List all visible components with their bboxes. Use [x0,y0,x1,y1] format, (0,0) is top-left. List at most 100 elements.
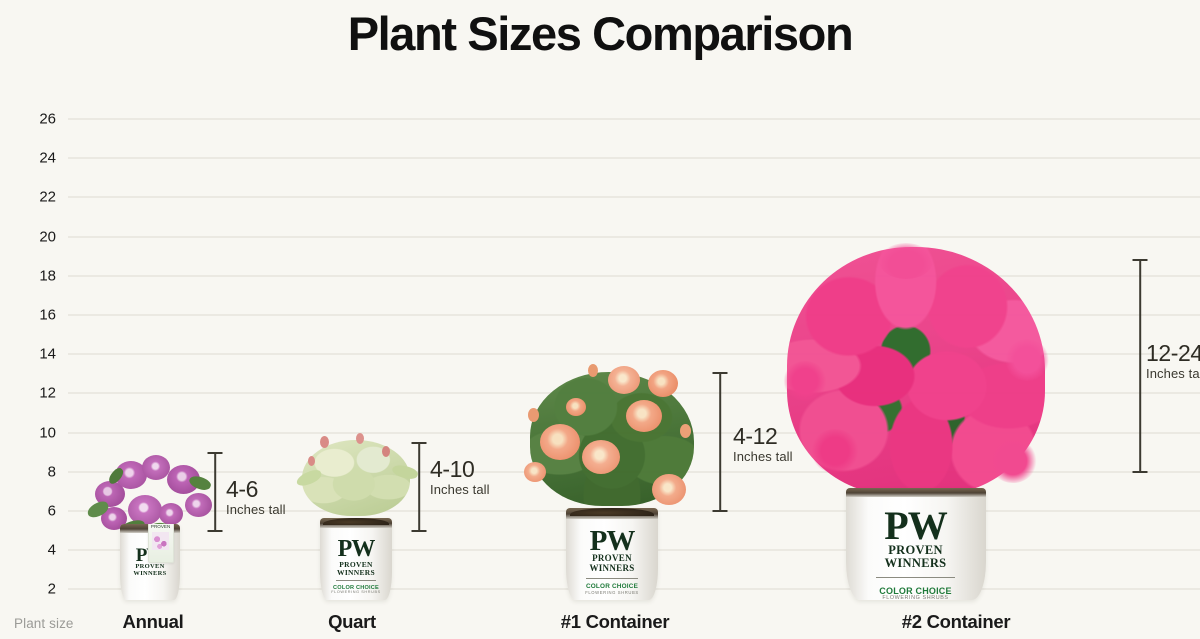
pot-color-choice-logo: COLOR CHOICE FLOWERING SHRUBS [585,583,639,595]
measure-bar-annual [207,452,223,532]
flower-bloom [626,400,662,432]
pot-brand-name-line2: WINNERS [589,562,635,573]
pot-brand-monogram: PW [589,525,636,558]
measure-cap-top [712,372,728,374]
y-axis-tick-label: 14 [39,345,56,363]
gridline [68,118,1200,120]
plant-quart: PW PROVEN WINNERS COLOR CHOICE FLOWERING… [294,432,420,600]
page-title: Plant Sizes Comparison [347,7,854,60]
pot-brand-name: PROVEN WINNERS [885,544,947,570]
flower-bud [680,424,691,438]
flower-bloom [582,440,620,474]
flower-bloom [652,474,686,505]
pot-brand-name-line1: PROVEN [339,559,373,569]
x-axis-tick-label: #2 Container [901,611,1011,632]
measure-range: 4-12 [733,423,778,449]
measure-range: 4-6 [226,476,259,502]
gridline [68,196,1200,199]
flower-cluster [879,243,933,279]
pot-cc-line1: COLOR CHOICE [333,584,379,591]
plant-pot: PW PROVEN WINNERS COLOR CHOICE FLOWERING… [320,518,392,600]
pot-brand-name: PROVEN WINNERS [133,562,167,578]
measure-range: 4-10 [430,456,475,482]
measure-label-quart: 4-10 Inches tall [430,457,490,499]
plant-pot: PW PROVEN WINNERS PW PROVEN [120,524,180,600]
pot-soil [569,508,655,517]
y-axis-tick-label: 12 [39,384,56,402]
measure-stem [418,442,420,532]
gridline [68,235,1200,238]
plant-pot: PW PROVEN WINNERS COLOR CHOICE FLOWERING… [566,508,658,600]
x-axis-tick-label: Annual [122,611,184,632]
flower-bud [528,408,539,422]
y-axis-tick-label: 6 [47,502,56,520]
measure-cap-top [1132,259,1148,261]
pot-cc-line2: FLOWERING SHRUBS [331,590,381,595]
y-axis-tick-label: 10 [39,424,56,442]
measure-range: 12-24 [1146,340,1200,366]
flower-bloom [540,424,580,460]
measure-cap-bottom [1132,471,1148,473]
measure-bar-quart [411,442,427,532]
pot-cc-line1: COLOR CHOICE [879,585,952,596]
flower-cluster [989,439,1037,483]
pot-brand-name: PROVEN WINNERS [589,553,635,573]
measure-cap-bottom [712,510,728,512]
measure-unit: Inches tall [226,502,286,518]
flower-bloom [608,366,640,394]
pot-brand-monogram: PW [884,503,947,549]
measure-unit: Inches tall [733,449,793,465]
pot-brand-name-line2: WINNERS [133,569,167,577]
measure-cap-bottom [207,530,223,532]
plant-container-2: PW PROVEN WINNERS COLOR CHOICE FLOWERING… [783,243,1049,600]
gridline [68,274,1200,277]
pot-color-choice-logo: COLOR CHOICE FLOWERING SHRUBS [331,584,381,595]
flower-bud [382,446,390,457]
pot-cc-line2: FLOWERING SHRUBS [585,589,639,595]
foliage-mass [302,440,410,516]
pot-rim [845,488,986,497]
y-axis-tick-label: 26 [39,110,56,128]
measure-bar-container-2 [1132,259,1148,473]
pot-brand-name-line1: PROVEN [135,562,165,570]
x-axis-title: Plant size [14,616,74,631]
measure-label-annual: 4-6 Inches tall [226,477,286,519]
measure-bar-container-1 [712,372,728,512]
plant-container-1: PW PROVEN WINNERS COLOR CHOICE FLOWERING… [522,362,702,600]
pot-brand-name-line2: WINNERS [337,567,375,577]
y-axis-tick-label: 20 [39,228,56,246]
measure-unit: Inches tall [1146,366,1200,382]
pot-divider [876,577,955,579]
x-axis-tick-label: Quart [328,611,376,632]
plant-pot: PW PROVEN WINNERS COLOR CHOICE FLOWERING… [845,488,986,600]
pot-soil [322,518,390,526]
pot-brand-name-line2: WINNERS [884,556,947,571]
flower-cluster [783,361,827,401]
tag-photo-swatch [152,532,169,550]
flower-cluster [1005,339,1049,381]
flower-bloom [524,462,546,482]
pot-color-choice-logo: COLOR CHOICE FLOWERING SHRUBS [879,585,952,600]
gridline [68,353,1200,356]
flower-bloom [142,455,170,480]
plant-tag: PW PROVEN [147,524,174,564]
y-axis-tick-label: 16 [39,306,56,324]
measure-stem [719,372,721,512]
y-axis-tick-label: 4 [47,541,56,559]
gridline [68,157,1200,160]
pot-cc-line1: COLOR CHOICE [585,583,639,591]
y-axis-tick-label: 22 [39,188,56,206]
pot-logo: PW PROVEN WINNERS COLOR CHOICE FLOWERING… [566,525,658,595]
flower-bloom [648,370,678,397]
flower-bud [320,436,329,448]
pot-brand-monogram: PW [337,536,376,563]
pot-brand-name: PROVEN WINNERS [337,561,375,577]
measure-label-container-2: 12-24 Inches tall [1146,341,1200,383]
tag-brand-name: PROVEN [150,524,171,530]
pot-logo: PW PROVEN WINNERS COLOR CHOICE FLOWERING… [846,503,986,600]
y-axis-tick-label: 2 [47,580,56,598]
pot-brand-name-line1: PROVEN [888,543,943,558]
pot-logo: PW PROVEN WINNERS COLOR CHOICE FLOWERING… [320,536,392,595]
measure-stem [214,452,216,532]
